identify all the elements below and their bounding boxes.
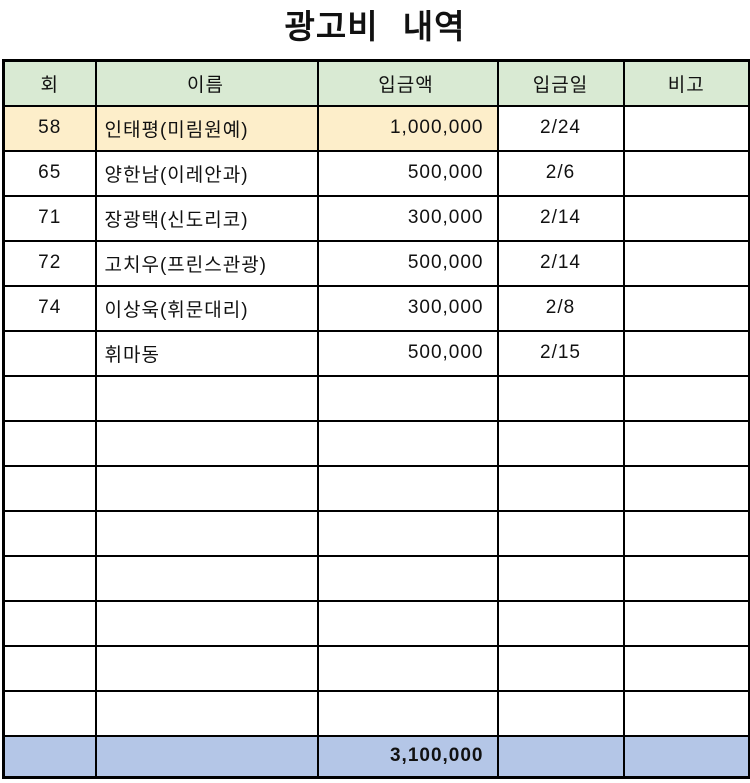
cell-no[interactable]: 72 — [2, 239, 97, 287]
cell-amount[interactable] — [316, 509, 499, 557]
cell-note[interactable] — [622, 554, 750, 602]
column-header-date[interactable]: 입금일 — [496, 59, 625, 107]
cell-name[interactable]: 고치우(프린스관광) — [94, 239, 319, 287]
total-cell-amount[interactable]: 3,100,000 — [316, 734, 499, 779]
cell-date[interactable] — [496, 374, 625, 422]
table-row — [2, 509, 750, 557]
cell-name[interactable] — [94, 419, 319, 467]
cell-note[interactable] — [622, 599, 750, 647]
expense-table: 회 이름 입금액 입금일 비고 58 인태평(미림원예) 1,000,000 2… — [2, 59, 750, 779]
cell-amount[interactable]: 1,000,000 — [316, 104, 499, 152]
cell-date[interactable] — [496, 464, 625, 512]
table-row — [2, 689, 750, 737]
table-row: 71 장광택(신도리코) 300,000 2/14 — [2, 194, 750, 242]
table-row: 72 고치우(프린스관광) 500,000 2/14 — [2, 239, 750, 287]
cell-amount[interactable]: 300,000 — [316, 284, 499, 332]
total-cell-note[interactable] — [622, 734, 750, 779]
cell-date[interactable] — [496, 509, 625, 557]
cell-date[interactable] — [496, 644, 625, 692]
cell-no[interactable]: 65 — [2, 149, 97, 197]
table-row — [2, 599, 750, 647]
cell-amount[interactable] — [316, 419, 499, 467]
cell-no[interactable]: 71 — [2, 194, 97, 242]
cell-note[interactable] — [622, 239, 750, 287]
cell-name[interactable] — [94, 509, 319, 557]
cell-date[interactable]: 2/14 — [496, 239, 625, 287]
cell-name[interactable]: 인태평(미림원예) — [94, 104, 319, 152]
cell-name[interactable] — [94, 554, 319, 602]
cell-no[interactable] — [2, 419, 97, 467]
cell-amount[interactable] — [316, 374, 499, 422]
total-cell-date[interactable] — [496, 734, 625, 779]
column-header-amount[interactable]: 입금액 — [316, 59, 499, 107]
cell-name[interactable]: 장광택(신도리코) — [94, 194, 319, 242]
cell-date[interactable]: 2/14 — [496, 194, 625, 242]
cell-note[interactable] — [622, 149, 750, 197]
cell-note[interactable] — [622, 689, 750, 737]
cell-date[interactable]: 2/24 — [496, 104, 625, 152]
column-header-name[interactable]: 이름 — [94, 59, 319, 107]
cell-no[interactable] — [2, 374, 97, 422]
cell-date[interactable] — [496, 419, 625, 467]
cell-name[interactable]: 휘마동 — [94, 329, 319, 377]
table-row — [2, 464, 750, 512]
column-header-no[interactable]: 회 — [2, 59, 97, 107]
cell-no[interactable] — [2, 644, 97, 692]
cell-no[interactable] — [2, 464, 97, 512]
cell-date[interactable]: 2/15 — [496, 329, 625, 377]
cell-note[interactable] — [622, 509, 750, 557]
page-title: 광고비 내역 — [284, 8, 466, 45]
cell-amount[interactable]: 500,000 — [316, 239, 499, 287]
cell-name[interactable] — [94, 644, 319, 692]
header-row: 회 이름 입금액 입금일 비고 — [2, 59, 750, 107]
cell-name[interactable] — [94, 374, 319, 422]
total-row: 3,100,000 — [2, 734, 750, 779]
cell-note[interactable] — [622, 644, 750, 692]
column-header-note[interactable]: 비고 — [622, 59, 750, 107]
cell-no[interactable] — [2, 689, 97, 737]
cell-name[interactable] — [94, 464, 319, 512]
cell-note[interactable] — [622, 419, 750, 467]
table-row: 65 양한남(이레안과) 500,000 2/6 — [2, 149, 750, 197]
cell-amount[interactable] — [316, 464, 499, 512]
cell-date[interactable] — [496, 554, 625, 602]
cell-name[interactable]: 양한남(이레안과) — [94, 149, 319, 197]
cell-no[interactable]: 74 — [2, 284, 97, 332]
table-row — [2, 374, 750, 422]
table-row — [2, 644, 750, 692]
table-body: 58 인태평(미림원예) 1,000,000 2/24 65 양한남(이레안과)… — [2, 104, 750, 737]
table-row — [2, 554, 750, 602]
table-row: 58 인태평(미림원예) 1,000,000 2/24 — [2, 104, 750, 152]
cell-date[interactable] — [496, 599, 625, 647]
cell-note[interactable] — [622, 374, 750, 422]
cell-date[interactable]: 2/6 — [496, 149, 625, 197]
cell-note[interactable] — [622, 464, 750, 512]
cell-amount[interactable] — [316, 644, 499, 692]
cell-no[interactable] — [2, 554, 97, 602]
cell-amount[interactable] — [316, 599, 499, 647]
table-row — [2, 419, 750, 467]
cell-date[interactable]: 2/8 — [496, 284, 625, 332]
cell-no[interactable] — [2, 509, 97, 557]
cell-name[interactable]: 이상욱(휘문대리) — [94, 284, 319, 332]
cell-amount[interactable] — [316, 689, 499, 737]
cell-amount[interactable] — [316, 554, 499, 602]
total-cell-no[interactable] — [2, 734, 97, 779]
table-row: 휘마동 500,000 2/15 — [2, 329, 750, 377]
cell-amount[interactable]: 300,000 — [316, 194, 499, 242]
table-row: 74 이상욱(휘문대리) 300,000 2/8 — [2, 284, 750, 332]
cell-no[interactable] — [2, 599, 97, 647]
cell-date[interactable] — [496, 689, 625, 737]
cell-no[interactable]: 58 — [2, 104, 97, 152]
cell-note[interactable] — [622, 194, 750, 242]
cell-amount[interactable]: 500,000 — [316, 329, 499, 377]
total-cell-name[interactable] — [94, 734, 319, 779]
cell-no[interactable] — [2, 329, 97, 377]
cell-note[interactable] — [622, 284, 750, 332]
cell-note[interactable] — [622, 329, 750, 377]
cell-name[interactable] — [94, 599, 319, 647]
cell-note[interactable] — [622, 104, 750, 152]
cell-name[interactable] — [94, 689, 319, 737]
cell-amount[interactable]: 500,000 — [316, 149, 499, 197]
